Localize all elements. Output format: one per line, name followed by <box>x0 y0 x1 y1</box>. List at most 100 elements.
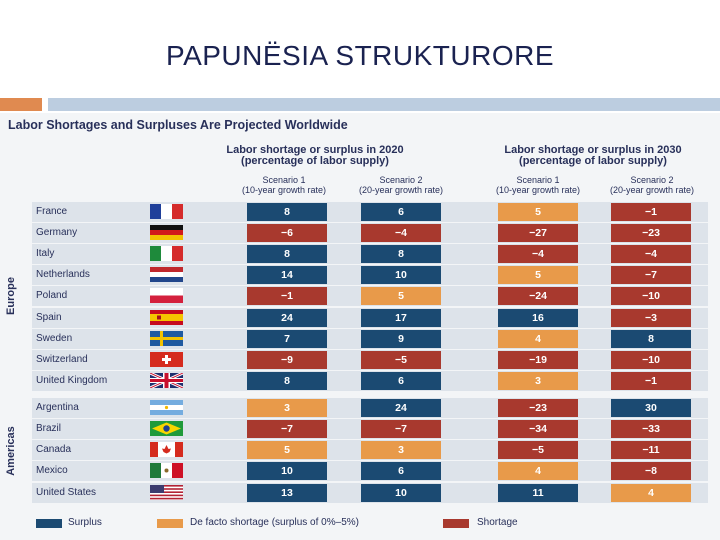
value-cell: −9 <box>247 351 327 369</box>
value-cell: −4 <box>498 245 578 263</box>
value-cell: 4 <box>611 484 691 502</box>
legend-swatch-de-facto-shortage <box>157 519 183 528</box>
value-cell: 10 <box>247 462 327 480</box>
group-heading-2030-line1: Labor shortage or surplus in 2030 <box>504 144 682 156</box>
flag-icon <box>150 442 183 457</box>
value-cell: −5 <box>361 351 441 369</box>
value-cell: 24 <box>361 399 441 417</box>
scenario-rate: (20-year growth rate) <box>358 185 444 195</box>
value-cell: 8 <box>247 245 327 263</box>
country-label: United Kingdom <box>36 375 108 386</box>
value-cell: −34 <box>498 420 578 438</box>
value-cell: 6 <box>361 372 441 390</box>
value-cell: 7 <box>247 330 327 348</box>
value-cell: 30 <box>611 399 691 417</box>
value-cell: 8 <box>247 203 327 221</box>
value-cell: 3 <box>247 399 327 417</box>
value-cell: 6 <box>361 462 441 480</box>
value-cell: 5 <box>247 441 327 459</box>
value-cell: 14 <box>247 266 327 284</box>
country-label: Switzerland <box>36 354 88 365</box>
scenario-rate: (10-year growth rate) <box>495 185 581 195</box>
scenario-rate: (10-year growth rate) <box>241 185 327 195</box>
accent-bar-orange <box>0 98 42 111</box>
region-label-americas: Americas <box>5 426 17 476</box>
flag-icon <box>150 352 183 367</box>
value-cell: −1 <box>247 287 327 305</box>
flag-icon <box>150 267 183 282</box>
region-label-europe: Europe <box>5 277 17 315</box>
legend-swatch-surplus <box>36 519 62 528</box>
value-cell: −24 <box>498 287 578 305</box>
value-cell: 4 <box>498 330 578 348</box>
scenario-header-2: Scenario 2 (20-year growth rate) <box>345 175 457 195</box>
legend-label-surplus: Surplus <box>68 517 102 528</box>
scenario-name: Scenario 2 <box>379 175 423 185</box>
flag-icon <box>150 204 183 219</box>
value-cell: 4 <box>498 462 578 480</box>
value-cell: 11 <box>498 484 578 502</box>
value-cell: 3 <box>498 372 578 390</box>
scenario-header-4: Scenario 2 (20-year growth rate) <box>596 175 708 195</box>
slide-title: PAPUNËSIA STRUKTURORE <box>165 40 555 71</box>
legend-label-shortage: Shortage <box>477 517 518 528</box>
flag-icon <box>150 310 183 325</box>
country-label: Poland <box>36 290 68 301</box>
flag-icon <box>150 421 183 436</box>
value-cell: 3 <box>361 441 441 459</box>
value-cell: −27 <box>498 224 578 242</box>
group-heading-2030-line2: (percentage of labor supply) <box>519 155 667 167</box>
value-cell: 17 <box>361 309 441 327</box>
scenario-name: Scenario 2 <box>630 175 674 185</box>
flag-icon <box>150 463 183 478</box>
flag-icon <box>150 400 183 415</box>
value-cell: −23 <box>611 224 691 242</box>
accent-bar-blue <box>48 98 720 111</box>
value-cell: 5 <box>361 287 441 305</box>
flag-icon <box>150 225 183 240</box>
value-cell: 9 <box>361 330 441 348</box>
legend-label-de-facto-shortage: De facto shortage (surplus of 0%–5%) <box>190 517 359 528</box>
value-cell: −10 <box>611 351 691 369</box>
value-cell: 10 <box>361 266 441 284</box>
value-cell: 10 <box>361 484 441 502</box>
legend-swatch-shortage <box>443 519 469 528</box>
value-cell: −7 <box>611 266 691 284</box>
value-cell: −1 <box>611 203 691 221</box>
country-label: Brazil <box>36 423 62 434</box>
value-cell: 24 <box>247 309 327 327</box>
value-cell: 8 <box>247 372 327 390</box>
value-cell: 5 <box>498 266 578 284</box>
value-cell: −4 <box>611 245 691 263</box>
country-label: Argentina <box>36 402 79 413</box>
country-label: Sweden <box>36 333 73 344</box>
country-label: Netherlands <box>36 269 90 280</box>
scenario-header-1: Scenario 1 (10-year growth rate) <box>228 175 340 195</box>
flag-icon <box>150 373 183 388</box>
country-label: Mexico <box>36 465 68 476</box>
value-cell: −11 <box>611 441 691 459</box>
group-heading-2020-line1: Labor shortage or surplus in 2020 <box>226 144 404 156</box>
flag-icon <box>150 485 183 500</box>
flag-icon <box>150 331 183 346</box>
value-cell: 8 <box>611 330 691 348</box>
scenario-header-3: Scenario 1 (10-year growth rate) <box>482 175 594 195</box>
country-label: France <box>36 206 68 217</box>
value-cell: −7 <box>361 420 441 438</box>
group-heading-2020-line2: (percentage of labor supply) <box>241 155 389 167</box>
value-cell: −23 <box>498 399 578 417</box>
value-cell: −3 <box>611 309 691 327</box>
value-cell: −5 <box>498 441 578 459</box>
scenario-name: Scenario 1 <box>262 175 306 185</box>
value-cell: −8 <box>611 462 691 480</box>
value-cell: −33 <box>611 420 691 438</box>
scenario-name: Scenario 1 <box>516 175 560 185</box>
chart-title: Labor Shortages and Surpluses Are Projec… <box>8 118 348 132</box>
country-label: Spain <box>36 312 62 323</box>
value-cell: 8 <box>361 245 441 263</box>
value-cell: −10 <box>611 287 691 305</box>
value-cell: 5 <box>498 203 578 221</box>
flag-icon <box>150 288 183 303</box>
value-cell: −7 <box>247 420 327 438</box>
country-label: Germany <box>36 227 78 238</box>
